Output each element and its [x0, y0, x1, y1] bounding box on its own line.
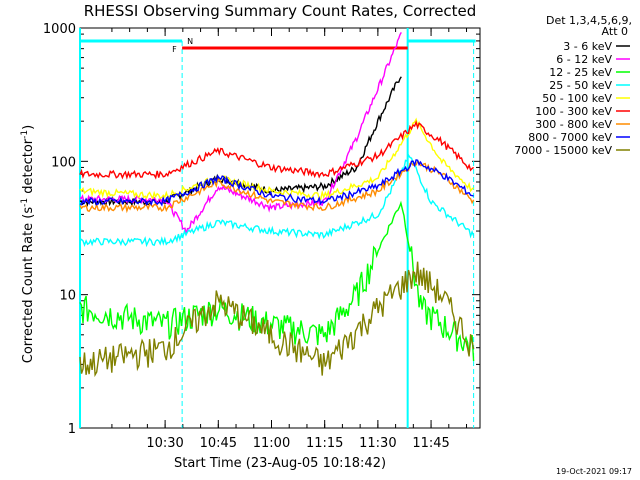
- legend-label-5: 100 - 300 keV: [535, 105, 612, 118]
- series-line-5: [79, 120, 475, 180]
- x-tick-label: 11:30: [359, 436, 396, 451]
- series-line-6: [79, 160, 475, 214]
- series-line-3: [79, 153, 475, 248]
- y-tick-label: 1: [68, 422, 76, 437]
- chart-title: RHESSI Observing Summary Count Rates, Co…: [84, 2, 477, 20]
- x-tick-label: 11:45: [412, 436, 449, 451]
- flag-f-label: F: [172, 45, 177, 54]
- y-axis-label-mid: detector: [21, 138, 36, 198]
- y-axis-label-end: ): [21, 125, 36, 130]
- flag-n-label: N: [187, 37, 193, 46]
- legend-label-3: 25 - 50 keV: [549, 79, 612, 92]
- legend-label-8: 7000 - 15000 keV: [514, 144, 612, 157]
- plot-frame: [79, 27, 481, 429]
- x-tick-label: 10:45: [200, 436, 237, 451]
- legend-header-1: Det 1,3,4,5,6,9,: [546, 14, 632, 27]
- series-line-1: [79, 32, 402, 235]
- legend-label-4: 50 - 100 keV: [542, 92, 612, 105]
- plot-area: 1 10 100 1000 10:30 10:45 11:00 11:15 11:30 11:45…: [43, 22, 481, 451]
- y-axis-label: Corrected Count Rate (s-1 detector-1): [20, 125, 36, 363]
- y-tick-label: 10: [59, 289, 76, 304]
- y-axis-label-text: Corrected Count Rate (s-1 detector-1): [20, 125, 36, 363]
- legend-label-0: 3 - 6 keV: [563, 40, 612, 53]
- x-tick-label: 11:00: [253, 436, 290, 451]
- legend-label-2: 12 - 25 keV: [549, 66, 612, 79]
- legend-label-1: 6 - 12 keV: [556, 53, 612, 66]
- series-line-2: [79, 200, 475, 362]
- y-tick-label: 1000: [43, 22, 76, 37]
- x-axis-label: Start Time (23-Aug-05 10:18:42): [174, 456, 386, 471]
- y-axis-label-sup2: -1: [20, 130, 30, 139]
- y-tick-label: 100: [51, 155, 76, 170]
- legend-label-6: 300 - 800 keV: [535, 118, 612, 131]
- legend-header-2: Att 0: [602, 25, 628, 38]
- timestamp: 19-Oct-2021 09:17: [556, 467, 632, 476]
- series-line-7: [79, 159, 474, 207]
- y-axis-label-sup1: -1: [20, 198, 30, 207]
- y-axis-label-main: Corrected Count Rate (s: [21, 207, 36, 364]
- legend-label-7: 800 - 7000 keV: [528, 131, 612, 144]
- series-line-8: [79, 261, 475, 378]
- x-tick-label: 10:30: [146, 436, 183, 451]
- series-line-4: [79, 117, 475, 201]
- x-tick-label: 11:15: [306, 436, 343, 451]
